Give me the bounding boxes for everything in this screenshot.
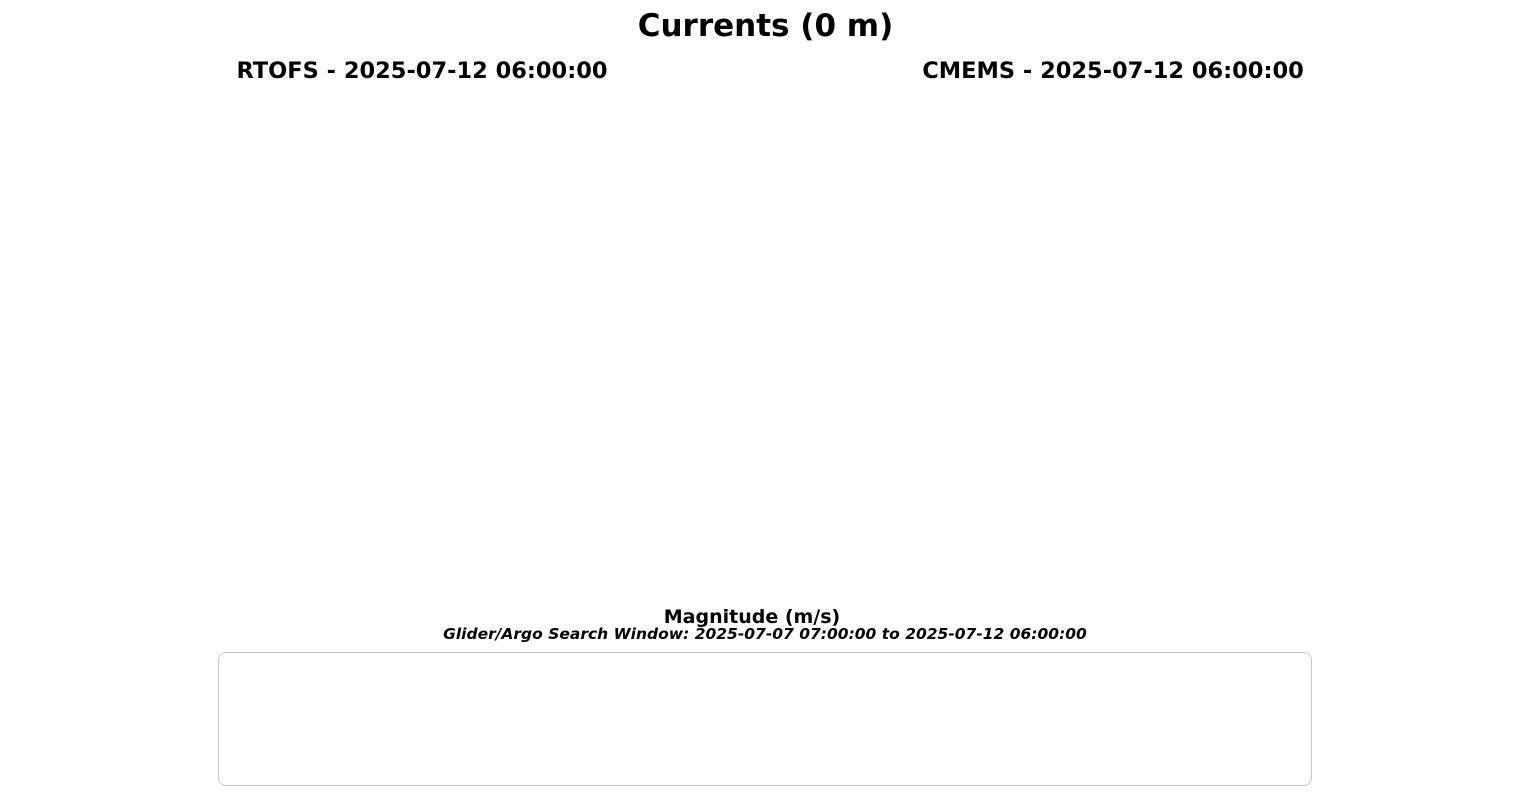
panel-title-rtofs: RTOFS - 2025-07-12 06:00:00 — [236, 58, 608, 84]
legend-box — [218, 652, 1312, 786]
colorbar-label: Magnitude (m/s) — [663, 606, 841, 628]
map-panel-rtofs — [85, 88, 760, 480]
map-panel-cmems — [777, 88, 1449, 480]
panel-title-cmems: CMEMS - 2025-07-12 06:00:00 — [922, 58, 1304, 84]
search-window-annotation: Glider/Argo Search Window: 2025-07-07 07… — [443, 625, 1087, 643]
figure-title: Currents (0 m) — [637, 8, 894, 44]
